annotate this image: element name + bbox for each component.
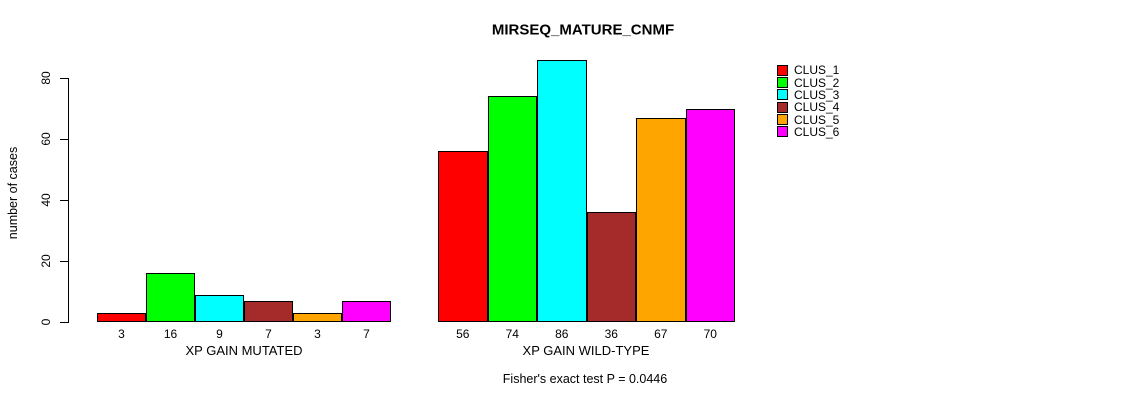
y-axis-tick bbox=[60, 78, 68, 79]
legend-swatch bbox=[777, 126, 788, 138]
bar-value-label: 67 bbox=[654, 327, 668, 341]
legend-swatch bbox=[777, 77, 788, 89]
bar-value-label: 36 bbox=[604, 327, 618, 341]
y-axis-tick-label: 0 bbox=[39, 318, 53, 326]
bar-clus-1-group-0 bbox=[97, 312, 146, 322]
bar-clus-3-group-0 bbox=[195, 294, 244, 322]
bar-value-label: 56 bbox=[456, 327, 470, 341]
bar-clus-6-group-0 bbox=[342, 300, 391, 322]
legend-label: CLUS_5 bbox=[794, 112, 840, 127]
legend-swatch bbox=[777, 101, 788, 113]
bar-clus-5-group-0 bbox=[293, 312, 342, 322]
legend-item: CLUS_2 bbox=[777, 75, 840, 90]
bar-value-label: 74 bbox=[505, 327, 519, 341]
y-axis-tick bbox=[60, 261, 68, 262]
bar-value-label: 70 bbox=[703, 327, 717, 341]
legend-item: CLUS_1 bbox=[777, 64, 839, 76]
bar-clus-4-group-0 bbox=[244, 300, 293, 322]
bar-clus-5-group-1 bbox=[636, 117, 686, 322]
legend-label: CLUS_1 bbox=[794, 63, 840, 78]
bar-value-label: 3 bbox=[314, 327, 321, 341]
x-category-label-mutated: XP GAIN MUTATED bbox=[185, 343, 303, 358]
bar-clus-1-group-1 bbox=[438, 151, 488, 322]
legend-item: CLUS_6 bbox=[777, 126, 839, 138]
bar-clus-4-group-1 bbox=[586, 212, 636, 322]
fisher-test-annotation: Fisher's exact test P = 0.0446 bbox=[502, 372, 668, 386]
y-axis-line bbox=[68, 78, 69, 323]
bar-value-label: 3 bbox=[118, 327, 125, 341]
bar-value-label: 7 bbox=[265, 327, 272, 341]
y-axis-tick-label: 60 bbox=[39, 132, 53, 146]
bar-value-label: 86 bbox=[555, 327, 569, 341]
y-axis-tick-label: 40 bbox=[39, 193, 53, 207]
y-axis-tick bbox=[60, 200, 68, 201]
legend-label: CLUS_3 bbox=[794, 87, 840, 102]
bar-clus-2-group-0 bbox=[146, 273, 195, 322]
legend-swatch bbox=[777, 114, 788, 126]
legend-item: CLUS_4 bbox=[777, 101, 839, 113]
legend-label: CLUS_6 bbox=[794, 124, 840, 139]
legend-swatch bbox=[777, 64, 788, 76]
legend-swatch bbox=[777, 89, 788, 101]
bar-value-label: 16 bbox=[163, 327, 178, 341]
legend-item: CLUS_5 bbox=[777, 112, 840, 127]
bar-clus-3-group-1 bbox=[537, 59, 587, 322]
y-axis-label: number of cases bbox=[6, 146, 20, 240]
legend-label: CLUS_2 bbox=[794, 75, 840, 90]
y-axis-tick-label: 20 bbox=[39, 254, 53, 268]
bar-value-label: 9 bbox=[216, 327, 223, 341]
bar-clus-2-group-1 bbox=[487, 96, 537, 322]
chart-title: MIRSEQ_MATURE_CNMF bbox=[491, 21, 675, 39]
bar-value-label: 7 bbox=[363, 327, 370, 341]
legend: CLUS_1 CLUS_2 CLUS_3 CLUS_4 CLUS_5 CLUS_6 bbox=[777, 64, 839, 138]
legend-item: CLUS_3 bbox=[777, 89, 839, 101]
legend-label: CLUS_4 bbox=[794, 100, 840, 115]
y-axis-tick-label: 80 bbox=[39, 71, 53, 85]
y-axis-tick bbox=[60, 322, 68, 323]
x-category-label-wild-type: XP GAIN WILD-TYPE bbox=[522, 343, 650, 358]
bar-clus-6-group-1 bbox=[685, 108, 735, 322]
y-axis-tick bbox=[60, 139, 68, 140]
